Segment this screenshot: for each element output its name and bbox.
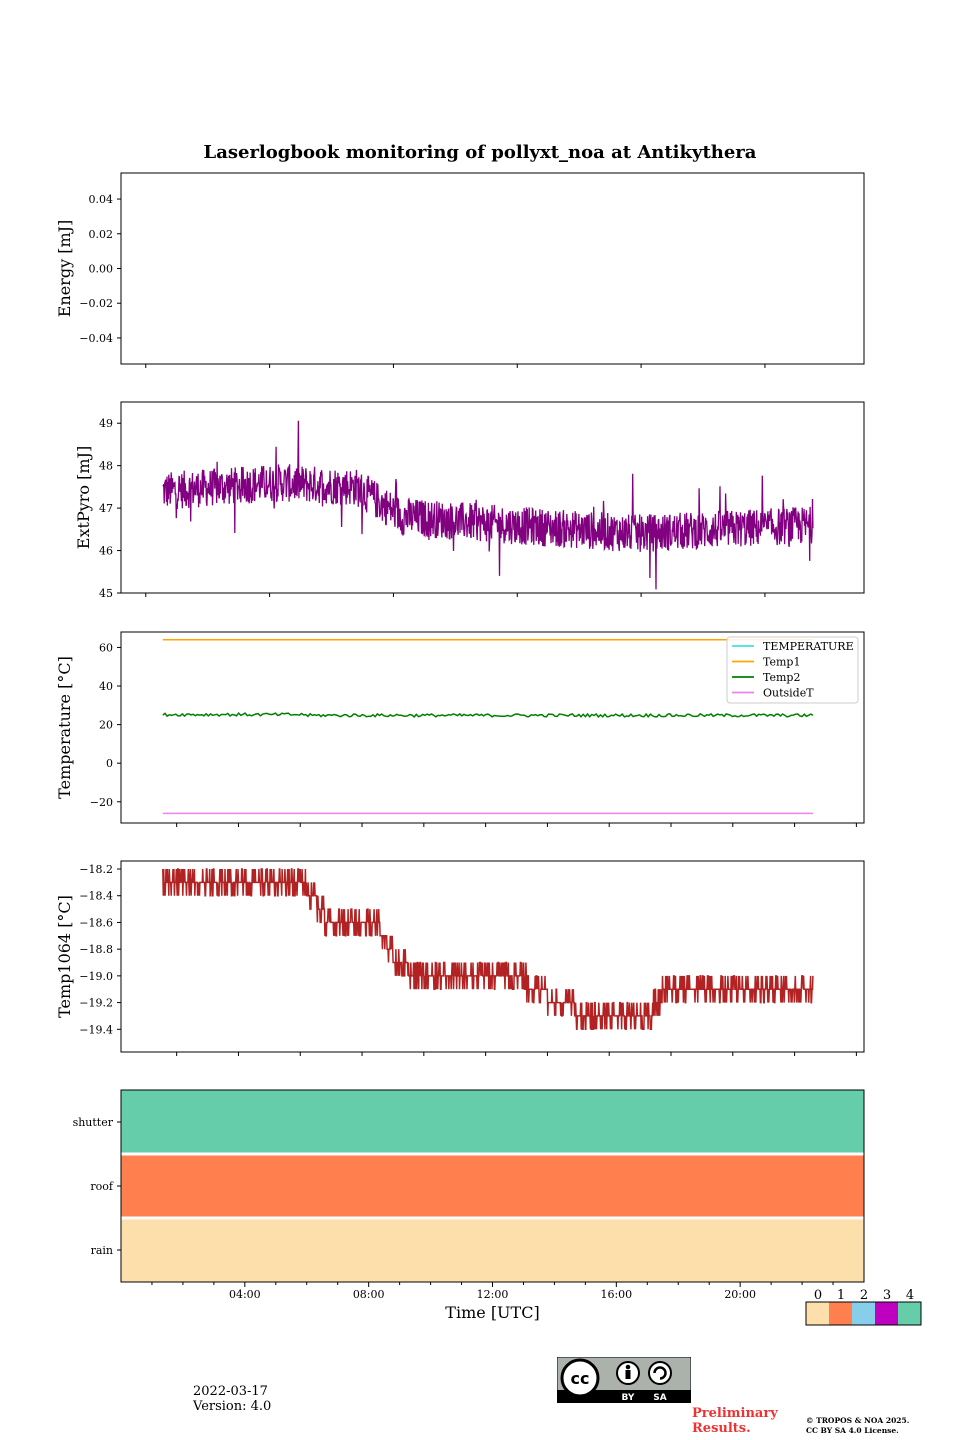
badge-sa-label: SA (653, 1393, 666, 1403)
legend-label: OutsideT (763, 687, 814, 700)
badge-by-label: BY (622, 1393, 635, 1403)
x-axis-label: Time [UTC] (445, 1303, 539, 1322)
series-line-temp1064 (162, 868, 814, 1031)
ytick-label-roof: roof (90, 1180, 114, 1193)
ytick-label: 46 (99, 545, 113, 558)
ytick-label: 0 (106, 757, 113, 770)
panel-temp1064: −18.2 −18.4 −18.6 −18.8 −19.0 −19.2 −19.4 Temp1… (55, 860, 865, 1056)
legend-label: Temp1 (763, 656, 800, 669)
ytick-label: 40 (99, 680, 113, 693)
y-axis-label: Temp1064 [°C] (55, 895, 74, 1018)
preliminary-line1: Preliminary (692, 1406, 778, 1421)
copyright-line2: CC BY SA 4.0 License. (806, 1426, 899, 1435)
ytick-label: −20 (90, 796, 113, 809)
xtick-label: 08:00 (353, 1288, 385, 1301)
ytick-label: 48 (99, 460, 113, 473)
ytick-label: −18.4 (79, 890, 113, 903)
ytick-label: 0.00 (89, 263, 114, 276)
chart-title: Laserlogbook monitoring of pollyxt_noa a… (204, 142, 757, 163)
y-axis-label: Energy [mJ] (55, 220, 74, 318)
colorbar-label-1: 1 (837, 1288, 845, 1303)
version-label: Version: 4.0 (193, 1399, 272, 1414)
ytick-label: 0.04 (89, 193, 114, 206)
series-line-temp2 (162, 711, 814, 719)
colorbar-swatch-2 (852, 1302, 875, 1325)
ytick-label: −0.04 (79, 332, 113, 345)
ytick-label-shutter: shutter (73, 1116, 114, 1129)
y-axis-label: ExtPyro [mJ] (74, 446, 93, 549)
colorbar-swatch-4 (898, 1302, 921, 1325)
copyright-line1: © TROPOS & NOA 2025. (806, 1416, 910, 1425)
ytick-label: 60 (99, 641, 113, 654)
ytick-label-rain: rain (91, 1244, 113, 1257)
xtick-label: 16:00 (600, 1288, 632, 1301)
status-band-roof (121, 1154, 864, 1218)
legend-box (726, 636, 859, 704)
ytick-label: −18.6 (79, 916, 113, 929)
preliminary-line2: Results. (692, 1421, 751, 1436)
ytick-label: −18.8 (79, 943, 113, 956)
panel-status: shutter roof rain 04:00 08:00 12:00 16:00 20:00… (73, 1089, 922, 1326)
xtick-label: 12:00 (477, 1288, 509, 1301)
series-line-extpyro (162, 420, 814, 590)
y-axis-label: Temperature [°C] (55, 656, 74, 799)
ytick-label: 20 (99, 719, 113, 732)
colorbar-label-4: 4 (906, 1288, 914, 1303)
cc-license-badge: cc BY SA (557, 1357, 691, 1403)
colorbar-swatch-1 (829, 1302, 852, 1325)
xtick-label: 20:00 (724, 1288, 756, 1301)
panel-frame (120, 172, 865, 365)
preliminary-note: Preliminary Results. (692, 1406, 802, 1436)
status-band-shutter (121, 1090, 864, 1154)
ytick-label: −18.2 (79, 863, 113, 876)
panel-temperature: 60 40 20 0 −20 Temperature [°C] TEMPERATURE Tem… (55, 631, 865, 827)
colorbar-label-2: 2 (860, 1288, 868, 1303)
ytick-label: −19.2 (79, 997, 113, 1010)
colorbar-label-3: 3 (883, 1288, 891, 1303)
ytick-label: 47 (99, 502, 113, 515)
ytick-label: 49 (99, 417, 113, 430)
colorbar-frame (805, 1301, 922, 1326)
ytick-label: −19.4 (79, 1023, 113, 1036)
legend-label: TEMPERATURE (763, 640, 854, 653)
footer-info: 2022-03-17 Version: 4.0 (193, 1384, 271, 1414)
panel-energy: 0.04 0.02 0.00 −0.02 −0.04 Energy [mJ] (55, 172, 865, 368)
colorbar-swatch-3 (875, 1302, 898, 1325)
ytick-label: −19.0 (79, 970, 113, 983)
xtick-label: 04:00 (229, 1288, 261, 1301)
ytick-label: 0.02 (89, 228, 114, 241)
panel-frame (120, 401, 865, 594)
ytick-label: −0.02 (79, 297, 113, 310)
ytick-label: 45 (99, 587, 113, 600)
copyright-note: © TROPOS & NOA 2025. CC BY SA 4.0 Licens… (806, 1416, 909, 1436)
colorbar-label-0: 0 (814, 1288, 822, 1303)
panel-frame (120, 860, 865, 1053)
panel-extpyro: 45 46 47 48 49 ExtPyro [mJ] (74, 401, 865, 600)
status-band-rain (121, 1218, 864, 1282)
legend-label: Temp2 (763, 671, 800, 684)
date-label: 2022-03-17 (193, 1384, 268, 1399)
svg-text:cc: cc (571, 1369, 590, 1388)
colorbar-swatch-0 (806, 1302, 829, 1325)
